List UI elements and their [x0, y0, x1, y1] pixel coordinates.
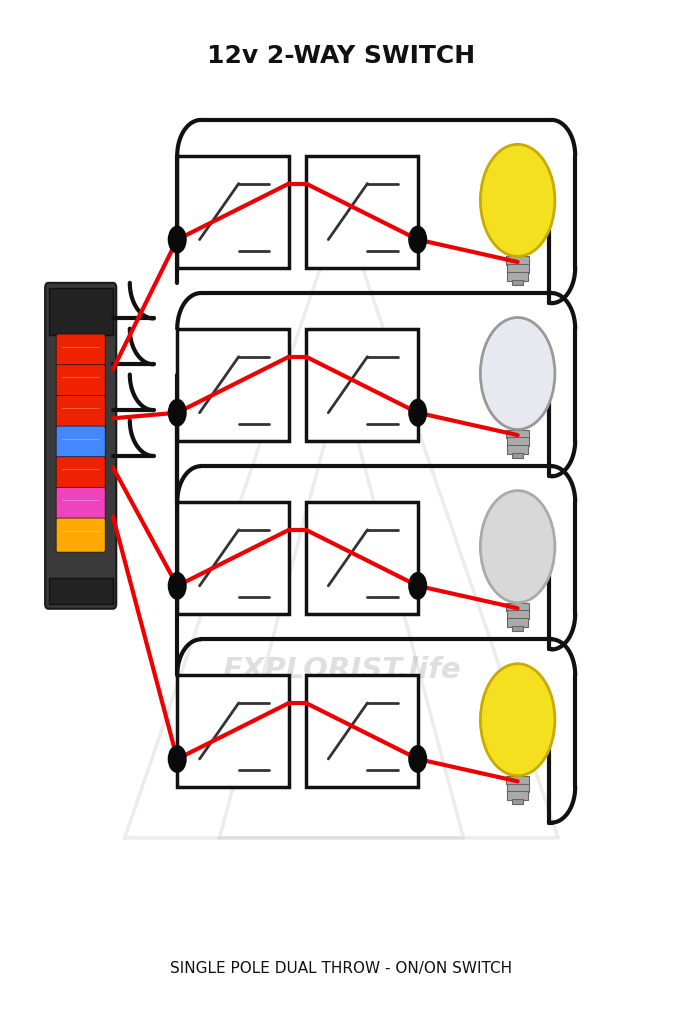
Circle shape — [169, 226, 186, 253]
FancyBboxPatch shape — [507, 618, 528, 627]
Circle shape — [409, 226, 426, 253]
FancyBboxPatch shape — [512, 453, 523, 458]
Circle shape — [409, 399, 426, 426]
Circle shape — [169, 399, 186, 426]
Circle shape — [409, 572, 426, 599]
FancyBboxPatch shape — [56, 487, 105, 521]
FancyBboxPatch shape — [48, 579, 113, 604]
FancyBboxPatch shape — [507, 272, 528, 281]
FancyBboxPatch shape — [177, 675, 289, 787]
FancyBboxPatch shape — [506, 603, 529, 611]
FancyBboxPatch shape — [507, 792, 528, 800]
FancyBboxPatch shape — [506, 256, 529, 265]
FancyBboxPatch shape — [306, 675, 418, 787]
FancyBboxPatch shape — [45, 283, 116, 608]
FancyBboxPatch shape — [56, 518, 105, 552]
FancyBboxPatch shape — [507, 264, 529, 272]
FancyBboxPatch shape — [177, 156, 289, 267]
FancyBboxPatch shape — [177, 329, 289, 440]
FancyBboxPatch shape — [306, 156, 418, 267]
FancyBboxPatch shape — [512, 626, 523, 631]
Circle shape — [480, 144, 555, 256]
FancyBboxPatch shape — [506, 429, 529, 438]
FancyBboxPatch shape — [506, 776, 529, 784]
Circle shape — [480, 664, 555, 776]
FancyBboxPatch shape — [56, 426, 105, 460]
Circle shape — [409, 745, 426, 772]
Text: EXPLORIST.life: EXPLORIST.life — [222, 655, 461, 684]
FancyBboxPatch shape — [56, 457, 105, 490]
FancyBboxPatch shape — [56, 395, 105, 429]
FancyBboxPatch shape — [48, 288, 113, 335]
FancyBboxPatch shape — [507, 445, 528, 454]
FancyBboxPatch shape — [507, 437, 529, 446]
FancyBboxPatch shape — [56, 365, 105, 398]
Circle shape — [480, 490, 555, 603]
Circle shape — [169, 745, 186, 772]
Circle shape — [169, 572, 186, 599]
Text: 12v 2-WAY SWITCH: 12v 2-WAY SWITCH — [208, 44, 475, 68]
FancyBboxPatch shape — [56, 334, 105, 368]
FancyBboxPatch shape — [306, 329, 418, 440]
Text: SINGLE POLE DUAL THROW - ON/ON SWITCH: SINGLE POLE DUAL THROW - ON/ON SWITCH — [171, 961, 512, 976]
FancyBboxPatch shape — [512, 799, 523, 805]
FancyBboxPatch shape — [177, 502, 289, 613]
FancyBboxPatch shape — [512, 280, 523, 285]
FancyBboxPatch shape — [306, 502, 418, 613]
FancyBboxPatch shape — [507, 610, 529, 620]
Circle shape — [480, 317, 555, 429]
FancyBboxPatch shape — [507, 783, 529, 793]
